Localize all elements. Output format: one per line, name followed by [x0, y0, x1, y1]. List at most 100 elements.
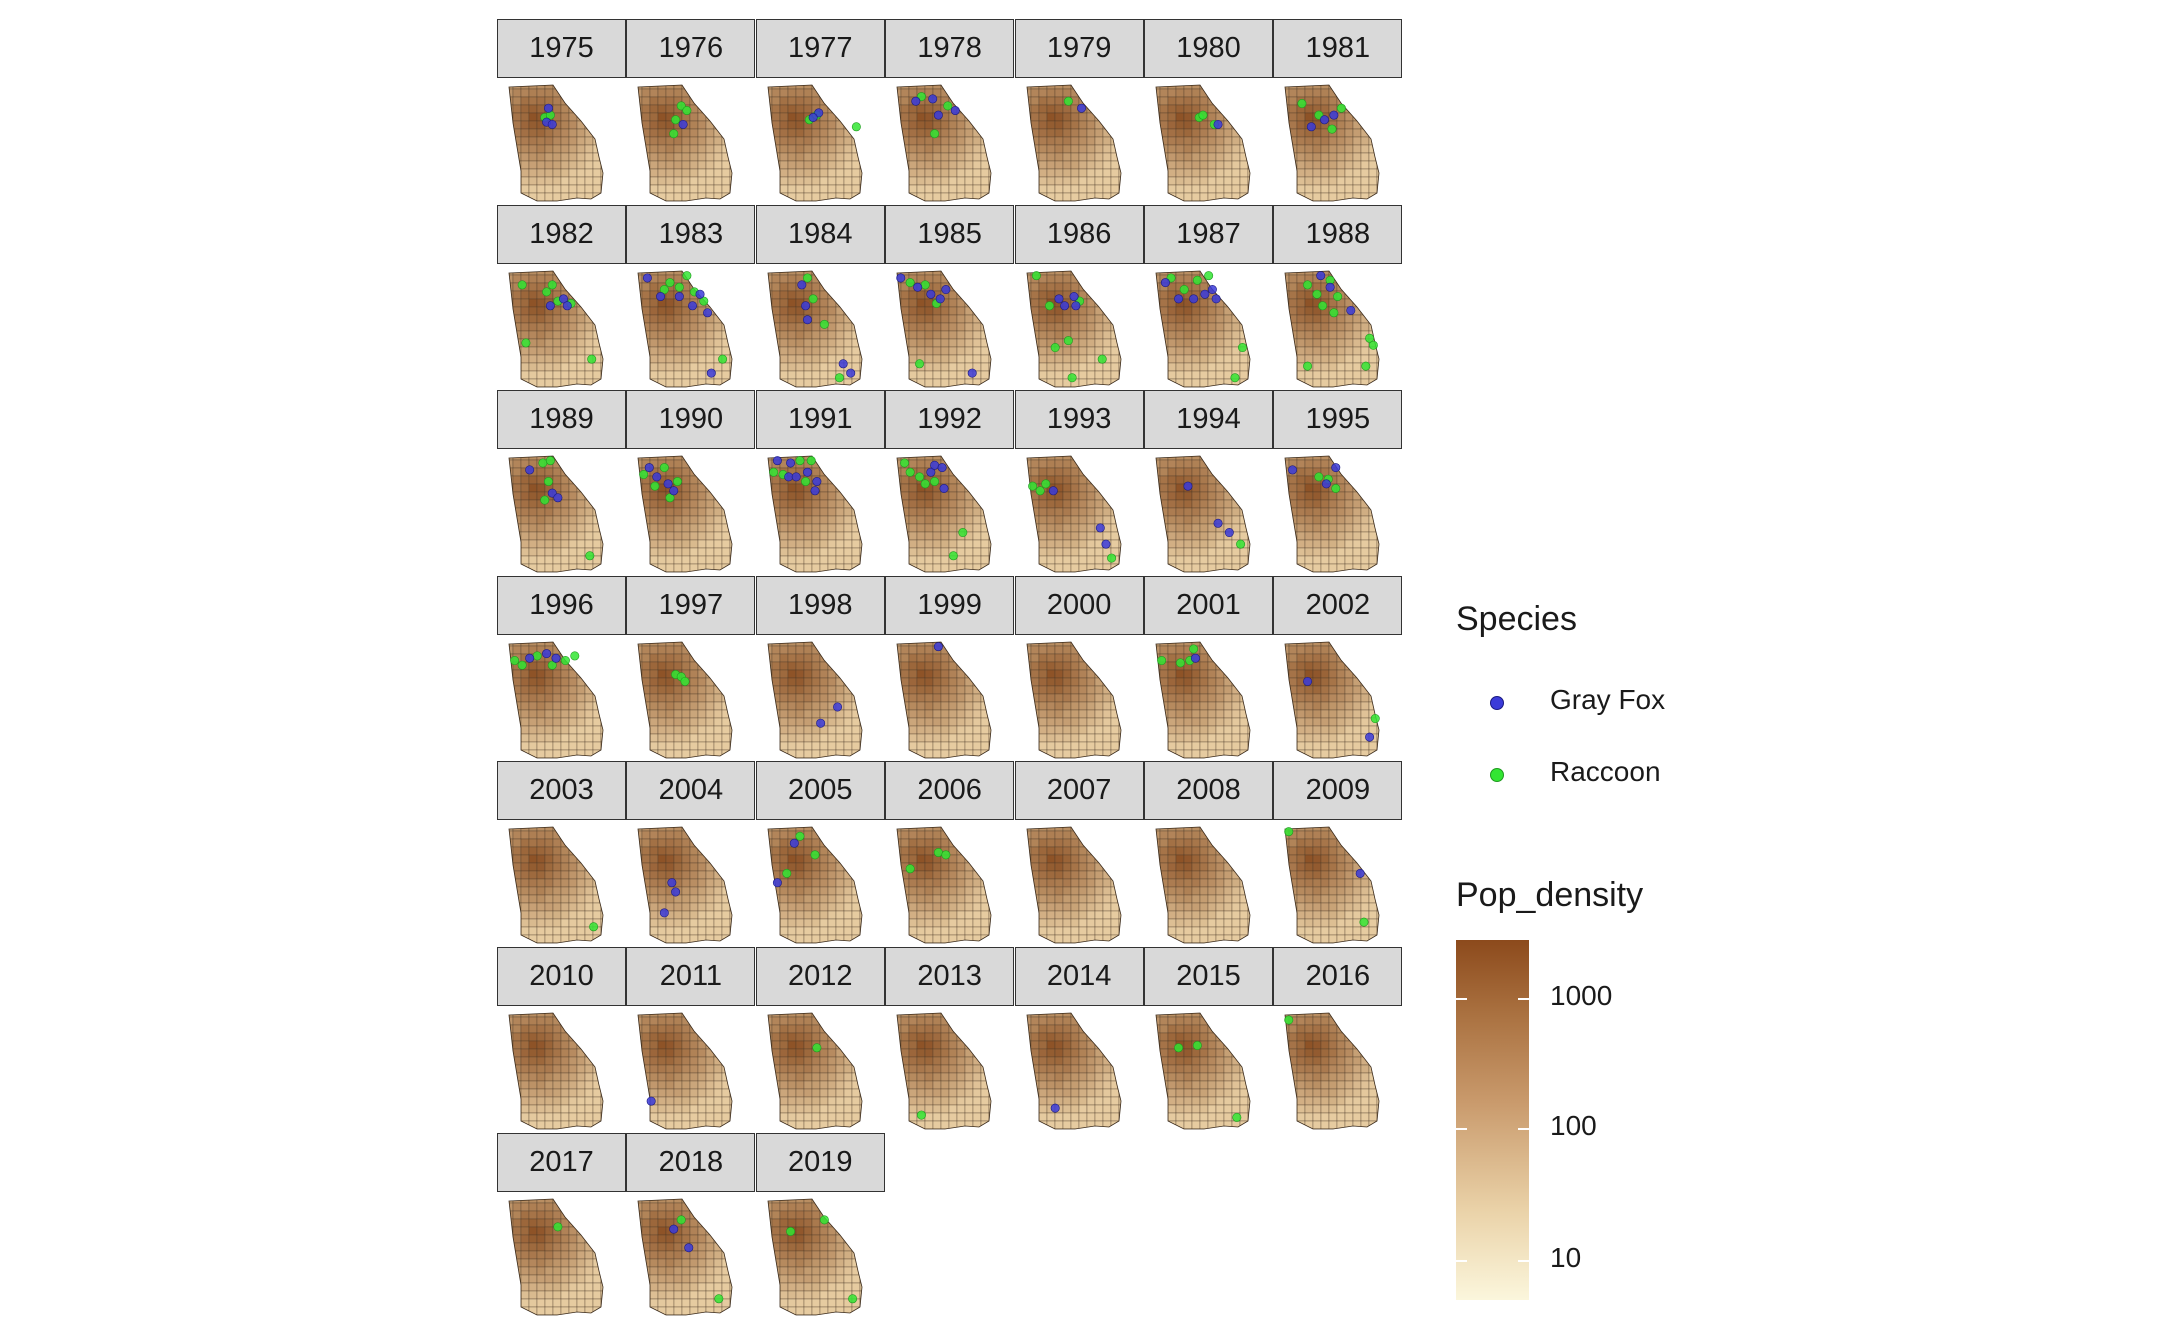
county-cell [779, 128, 788, 138]
raccoon-point [1318, 300, 1328, 310]
county-cell [973, 484, 982, 493]
county-cell [1038, 548, 1047, 557]
county-cell [560, 693, 570, 702]
county-cell [520, 322, 530, 331]
county-cell [1183, 492, 1193, 501]
county-cell [1231, 85, 1241, 90]
county-cell [1054, 282, 1063, 291]
county-cell [528, 160, 538, 170]
county-cell [1305, 112, 1314, 122]
county-cell [1199, 564, 1209, 573]
county-cell [1231, 160, 1241, 170]
county-cell [509, 532, 514, 541]
county-cell [1337, 160, 1346, 170]
gray-fox-point [797, 280, 807, 290]
raccoon-point [920, 479, 930, 489]
county-cell [1369, 548, 1378, 557]
county-cell [1289, 508, 1298, 517]
county-cell [957, 282, 966, 291]
county-cell [917, 128, 926, 138]
raccoon-point [949, 551, 959, 561]
county-cell [1175, 270, 1185, 275]
county-cell [1070, 322, 1079, 331]
county-cell [779, 516, 788, 525]
county-cell [803, 500, 812, 509]
county-cell [1321, 160, 1330, 170]
county-cell [1159, 484, 1169, 493]
county-cell [767, 354, 772, 363]
county-cell [1297, 160, 1306, 170]
county-cell [1239, 290, 1249, 299]
county-cell [1215, 330, 1225, 339]
county-cell [1046, 456, 1055, 461]
county-cell [1199, 330, 1209, 339]
county-cell [1223, 160, 1233, 170]
county-cell [989, 492, 992, 501]
county-cell [1345, 96, 1354, 106]
county-cell [520, 693, 530, 702]
county-cell [819, 306, 828, 315]
county-cell [638, 314, 643, 323]
county-cell [917, 370, 926, 379]
county-cell [973, 160, 982, 170]
state-border [1155, 270, 1251, 387]
county-cell [544, 468, 554, 477]
county-cell [1297, 460, 1306, 469]
county-cell [795, 556, 804, 565]
county-cell [1118, 508, 1121, 517]
county-cell [1231, 322, 1241, 331]
county-cell [779, 532, 788, 541]
county-cell [1321, 144, 1330, 154]
county-cell [1026, 176, 1031, 186]
county-cell [706, 685, 715, 694]
county-cell [835, 346, 844, 355]
county-cell [560, 152, 570, 162]
county-cell [1094, 282, 1103, 291]
county-cell [560, 532, 570, 541]
county-cell [1285, 370, 1290, 379]
county-cell [536, 306, 546, 315]
county-cell [592, 669, 602, 678]
county-cell [600, 661, 603, 670]
county-cell [1156, 492, 1161, 501]
raccoon-point [699, 296, 709, 306]
county-cell [1183, 152, 1193, 162]
county-cell [509, 717, 514, 726]
county-cell [536, 476, 546, 485]
county-cell [509, 354, 514, 363]
county-cell [1199, 378, 1209, 387]
county-cell [1191, 468, 1201, 477]
state-border [1026, 455, 1121, 573]
county-cell [592, 685, 602, 694]
county-cell [658, 540, 667, 549]
county-cell [909, 322, 918, 331]
county-cell [690, 314, 699, 323]
county-cell [1247, 290, 1250, 299]
county-cell [706, 354, 715, 363]
county-cell [771, 282, 780, 291]
county-cell [560, 456, 570, 461]
county-cell [642, 96, 651, 106]
county-cell [803, 532, 812, 541]
county-cell [1102, 96, 1111, 106]
county-cell [767, 176, 772, 186]
county-cell [1369, 492, 1378, 501]
county-cell [1046, 468, 1055, 477]
county-cell [1313, 460, 1322, 469]
county-cell [638, 144, 643, 154]
county-cell [1167, 564, 1177, 573]
county-cell [1239, 500, 1249, 509]
county-cell [1329, 378, 1338, 387]
county-cell [1118, 96, 1121, 106]
county-cell [1086, 144, 1095, 154]
county-cell [690, 120, 699, 130]
county-cell [682, 492, 691, 501]
county-cell [1223, 112, 1233, 122]
county-cell [1369, 120, 1378, 130]
county-cell [552, 532, 562, 541]
county-cell [552, 556, 562, 565]
county-cell [730, 709, 733, 718]
county-cell [1175, 564, 1185, 573]
county-cell [1345, 516, 1354, 525]
gray-fox-point [1183, 481, 1193, 491]
